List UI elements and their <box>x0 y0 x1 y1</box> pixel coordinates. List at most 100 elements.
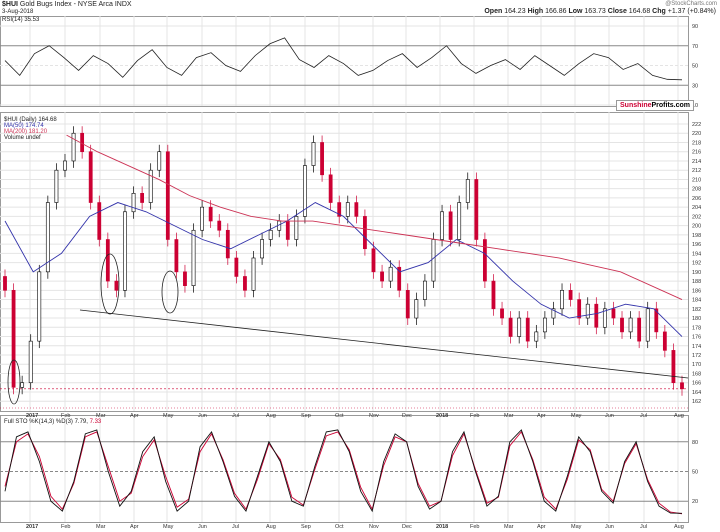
rsi-tick-label: 90 <box>692 24 698 30</box>
x-tick-label: Jul <box>232 524 239 530</box>
x-tick-label: Oct <box>335 413 344 419</box>
candle-body <box>225 229 230 259</box>
price-tick-label: 206 <box>692 196 701 202</box>
price-tick-label: 182 <box>692 307 701 313</box>
candle-body <box>311 142 316 166</box>
sto-tick-label: 20 <box>692 499 698 505</box>
sto-legend: Full STO %K(14,3) %D(3) 7.79, 7.33 <box>4 419 101 425</box>
candle-body <box>243 276 247 291</box>
price-tick-label: 162 <box>692 399 701 405</box>
x-tick-label: Mar <box>96 524 106 530</box>
x-tick-label: Sep <box>301 413 311 419</box>
price-tick-label: 214 <box>692 159 701 165</box>
x-tick-label: 2017 <box>26 413 38 419</box>
ma200-line <box>66 134 683 300</box>
candle-body <box>414 299 419 319</box>
x-tick-label: Feb <box>61 524 70 530</box>
rsi-line <box>4 37 683 81</box>
x-tick-label: Dec <box>402 524 412 530</box>
candle-body <box>131 193 136 213</box>
x-tick-label: Apr <box>130 413 139 419</box>
logo-part2: Profits.com <box>651 102 691 109</box>
sto-k-line <box>4 429 683 514</box>
candle-body <box>662 331 667 351</box>
x-tick-label: May <box>571 413 582 419</box>
candle-body <box>534 331 539 342</box>
price-tick-label: 178 <box>692 325 701 331</box>
candle-body <box>654 308 659 333</box>
price-tick-label: 222 <box>692 122 701 128</box>
candle-body <box>482 239 487 282</box>
price-tick-label: 188 <box>692 279 701 285</box>
credit: @StockCharts.com <box>665 1 717 7</box>
price-tick-label: 218 <box>692 140 701 146</box>
candle-body <box>251 257 256 291</box>
price-tick-label: 180 <box>692 316 701 322</box>
candle-body <box>508 317 513 337</box>
price-tick-label: 202 <box>692 214 701 220</box>
price-tick-label: 200 <box>692 224 701 230</box>
price-tick-label: 192 <box>692 261 701 267</box>
price-tick-label: 168 <box>692 371 701 377</box>
candle-body <box>303 165 307 217</box>
volume-legend: Volume undef <box>4 135 41 141</box>
panel-border-0 <box>0 16 689 107</box>
candle-body <box>465 179 470 203</box>
candle-body <box>157 151 162 171</box>
sto-tick-label: 50 <box>692 470 698 476</box>
candle-body <box>63 160 67 171</box>
candle-body <box>491 280 496 310</box>
x-tick-label: Aug <box>266 524 276 530</box>
price-tick-label: 204 <box>692 205 701 211</box>
price-tick-label: 184 <box>692 298 701 304</box>
candle-body <box>45 202 50 273</box>
high-label: High <box>527 8 544 15</box>
candle-body <box>628 317 633 333</box>
candle-body <box>183 271 187 286</box>
x-tick-label: Apr <box>130 524 139 530</box>
rsi-legend: RSI(14) 35.53 <box>2 17 40 23</box>
candle-body <box>560 290 564 310</box>
x-tick-label: Aug <box>674 524 684 530</box>
candle-body <box>268 229 273 240</box>
open-label: Open <box>484 8 503 15</box>
chart-date: 3-Aug-2018 <box>2 9 34 15</box>
candle-body <box>200 206 205 231</box>
x-tick-label: Jul <box>232 413 239 419</box>
ma50-legend: MA(50) 174.74 <box>4 123 44 129</box>
highlight-ellipse <box>161 270 179 314</box>
candle-body <box>363 216 367 250</box>
x-tick-label: May <box>163 524 174 530</box>
x-tick-label: Mar <box>96 413 106 419</box>
candle-body <box>585 303 590 319</box>
candle-body <box>20 382 25 388</box>
x-tick-label: Feb <box>470 413 479 419</box>
sunshine-profits-logo: SunshineProfits.com <box>616 100 695 111</box>
x-tick-label: Jun <box>198 413 207 419</box>
price-tick-label: 194 <box>692 251 701 257</box>
candle-body <box>71 132 76 162</box>
candle-body <box>217 220 222 231</box>
candle-body <box>568 290 573 300</box>
candle-body <box>123 211 127 291</box>
candle-body <box>165 151 170 240</box>
x-tick-label: 2017 <box>26 524 38 530</box>
price-tick-label: 210 <box>692 177 701 183</box>
candle-body <box>620 317 624 333</box>
rsi-tick-label: 70 <box>692 44 698 50</box>
candle-body <box>54 169 59 203</box>
low-label: Low <box>568 8 583 15</box>
low-value: 163.73 <box>584 8 606 15</box>
chg-value: +1.37 (+0.84%) <box>667 8 716 15</box>
x-tick-label: May <box>163 413 174 419</box>
x-tick-label: Feb <box>470 524 479 530</box>
candle-body <box>602 308 607 328</box>
price-tick-label: 196 <box>692 242 701 248</box>
x-tick-label: Nov <box>369 524 379 530</box>
candle-body <box>500 308 504 319</box>
price-tick-label: 198 <box>692 233 701 239</box>
candle-body <box>397 266 402 291</box>
price-tick-label: 190 <box>692 270 701 276</box>
